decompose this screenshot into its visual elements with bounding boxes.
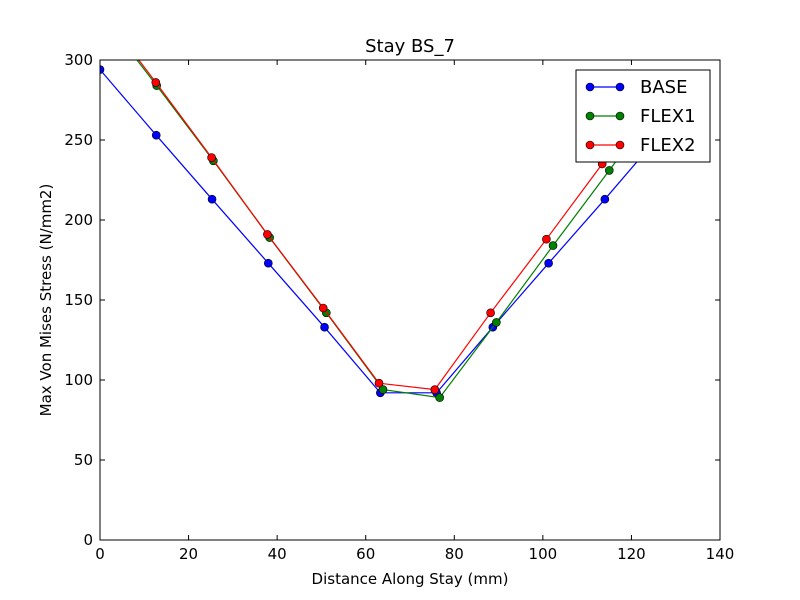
data-point — [600, 194, 610, 204]
data-point — [96, 8, 104, 16]
series-flex2 — [96, 5, 663, 394]
legend-marker — [615, 111, 625, 121]
legend: BASE FLEX1 FLEX2 — [575, 69, 711, 163]
data-point — [435, 393, 444, 402]
y-tick-label: 250 — [64, 131, 93, 149]
x-tick-label: 0 — [95, 545, 105, 563]
data-point — [378, 385, 388, 394]
plot-series — [96, 5, 671, 402]
legend-label: BASE — [640, 77, 687, 98]
data-point — [486, 308, 495, 318]
series-line — [138, 60, 659, 391]
x-tick-label: 60 — [356, 545, 375, 563]
data-point — [320, 322, 329, 332]
data-point — [151, 78, 161, 87]
data-point — [548, 241, 558, 250]
legend-item-base: BASE — [585, 77, 687, 98]
y-tick-label: 150 — [64, 291, 93, 309]
data-point — [207, 194, 217, 204]
data-point — [263, 230, 272, 239]
data-point — [151, 130, 161, 140]
data-point — [492, 318, 501, 327]
y-tick-label: 100 — [64, 371, 93, 389]
legend-marker — [585, 111, 595, 121]
data-point — [374, 378, 384, 388]
y-tick-label: 200 — [64, 211, 93, 229]
legend-item-flex2: FLEX2 — [585, 135, 696, 156]
data-point — [96, 5, 104, 13]
x-tick-label: 120 — [617, 545, 646, 563]
legend-label: FLEX2 — [640, 135, 696, 156]
x-tick-label: 100 — [529, 545, 558, 563]
y-tick-label: 300 — [64, 51, 93, 69]
data-point — [430, 385, 440, 394]
x-tick-label: 40 — [268, 545, 287, 563]
data-point — [604, 166, 614, 175]
data-point — [544, 258, 553, 268]
data-point — [207, 153, 216, 162]
x-tick-label: 140 — [706, 545, 735, 563]
chart-title: Stay BS_7 — [365, 36, 455, 57]
legend-marker — [615, 82, 625, 92]
legend-marker — [585, 140, 595, 150]
series-flex1 — [96, 8, 671, 402]
x-axis-label: Distance Along Stay (mm) — [312, 570, 509, 588]
y-axis-label: Max Von Mises Stress (N/mm2) — [37, 184, 55, 417]
y-tick-label: 50 — [74, 451, 93, 469]
legend-marker — [585, 82, 595, 92]
plot-frame — [99, 59, 721, 541]
data-point — [100, 65, 105, 74]
x-tick-label: 80 — [445, 545, 464, 563]
legend-label: FLEX1 — [640, 106, 696, 127]
data-point — [318, 303, 328, 313]
x-axis-ticks: 0 20 40 60 80 100 120 140 — [95, 60, 734, 563]
data-point — [263, 258, 273, 268]
y-tick-label: 0 — [83, 531, 93, 549]
legend-marker — [615, 140, 625, 150]
x-tick-label: 20 — [179, 545, 198, 563]
y-axis-ticks: 0 50 100 150 200 250 300 — [64, 51, 720, 549]
legend-item-flex1: FLEX1 — [585, 106, 696, 127]
data-point — [542, 234, 551, 244]
